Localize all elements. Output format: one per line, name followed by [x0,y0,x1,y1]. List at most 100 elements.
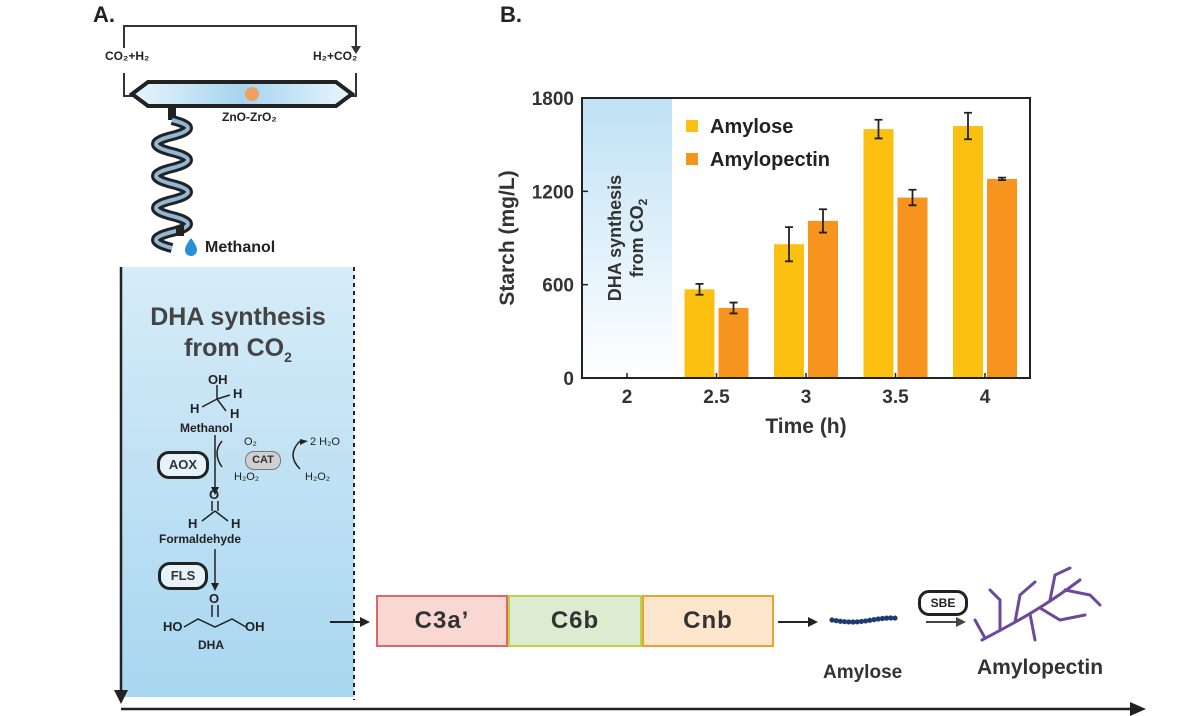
dha-overlay-region [582,98,672,378]
amylose-bead [829,617,835,623]
amylose-bead [863,618,869,624]
y-tick-label: 0 [563,369,574,390]
cat-h2o2-label: H₂O₂ [305,471,331,483]
error-bar-amylose-3.5 [874,118,883,140]
x-tick-label: 3 [801,387,812,408]
y-ticks-group: 0 600 1200 1800 [532,89,588,390]
error-bars-group [695,111,1006,315]
arrow-right-icon [956,617,966,627]
legend-label-amylose: Amylose [710,116,793,138]
x-tick-label: 3.5 [882,387,909,408]
formaldehyde-o: O [209,487,220,502]
module-c3a: C3a’ [376,595,508,647]
starch-bar-chart: 0 600 1200 1800 2 2.5 3 3.5 4 Starch (mg/L) Tim… [496,89,1031,438]
module-cnb: Cnb [642,595,774,647]
arrow-down-icon [114,690,128,704]
amylose-bead [892,615,898,621]
error-bar-amylose-2.5 [695,282,704,296]
catalyst-dot [245,87,259,101]
module-c6b: C6b [508,595,642,647]
arrow-down-icon [211,487,219,495]
arrow-right-icon [808,617,818,627]
dha-title-line2: from CO2 [184,334,292,365]
overlay-line2: from CO2 [627,198,650,277]
coil-stem [168,106,176,120]
condenser-coil-icon [151,115,193,253]
cat-h2o-label: 2 H₂O [310,436,340,448]
bars-group [684,126,1017,378]
arrow-right-icon [1130,702,1146,716]
dha-o: O [209,591,220,606]
panel-a-label: A. [93,2,115,27]
reactor-diagram [123,25,361,256]
amylose-bead [837,618,844,624]
amylose-bead [888,615,894,621]
amylopectin-icon [973,566,1102,642]
bar-amylopectin-2.5 [718,308,749,378]
amylose-bead [884,615,890,621]
legend: Amylose Amylopectin [686,116,830,171]
x-tick-label: 2 [622,387,633,408]
error-bar-amylopectin-3 [819,208,827,234]
amylose-bead [854,619,860,625]
pathway-diagram [183,385,308,628]
arrow-down-icon [211,583,219,591]
aox-h2o2-label: H₂O₂ [234,471,260,483]
amylose-bead [867,617,873,623]
overlay-line1: DHA synthesis [605,175,625,301]
legend-swatch-amylopectin [686,153,698,165]
x-tick-label: 4 [980,387,991,408]
bar-amylose-3 [774,244,804,378]
error-bar-amylose-3 [785,226,793,263]
error-bar-amylose-4 [964,111,972,141]
amylose-label: Amylose [823,662,903,683]
y-tick-label: 1800 [532,89,574,110]
arrow-right-icon [360,617,370,627]
legend-swatch-amylose [686,120,698,132]
reactor-left-label: CO₂+H₂ [105,49,150,63]
dha-title: DHA synthesis from CO2 [122,302,354,373]
dha-label: DHA [198,638,224,652]
methanol-product-label: Methanol [205,239,276,256]
amylose-bead [871,617,877,623]
y-tick-label: 600 [542,276,574,297]
methanol-h-right: H [230,406,240,421]
x-tick-label: 2.5 [703,387,730,408]
amylose-bead [846,619,852,625]
formaldehyde-h-left: H [188,516,198,531]
error-bar-amylopectin-3.5 [908,188,917,207]
aox-enzyme-badge: AOX [157,451,209,479]
y-axis-label: Starch (mg/L) [496,170,519,305]
dha-synthesis-region [122,267,354,697]
arrow-down-icon [351,46,361,54]
formaldehyde-h-right: H [231,516,241,531]
methanol-h-top: H [233,386,243,401]
panel-b-label: B. [500,2,522,27]
error-bar-amylopectin-2.5 [729,301,738,315]
amylose-chain-icon [829,615,898,625]
y-tick-label: 1200 [532,182,574,203]
amylose-bead [850,619,856,625]
x-ticks-group: 2 2.5 3 3.5 4 [622,373,991,408]
reactor-tube [128,80,356,108]
methanol-h-left: H [190,401,200,416]
fls-enzyme-badge: FLS [158,562,208,590]
dha-title-line1: DHA synthesis [150,303,326,331]
droplet-icon [185,238,197,256]
x-axis-label: Time (h) [765,415,846,438]
coil-outlet [176,226,184,236]
bar-amylopectin-4 [987,178,1017,378]
formaldehyde-label: Formaldehyde [159,532,242,546]
reactor-right-label: H₂+CO₂ [313,49,358,63]
aox-o2-label: O₂ [244,436,257,448]
bar-amylopectin-3 [808,220,838,378]
legend-label-amylopectin: Amylopectin [710,149,830,171]
dha-oh: OH [245,619,265,634]
dha-ho: HO [163,619,183,634]
amylose-bead [858,618,865,625]
bar-amylose-2.5 [684,289,715,378]
amylose-bead [833,618,839,624]
bar-amylose-4 [953,126,983,378]
arrow-right-icon [300,439,308,445]
